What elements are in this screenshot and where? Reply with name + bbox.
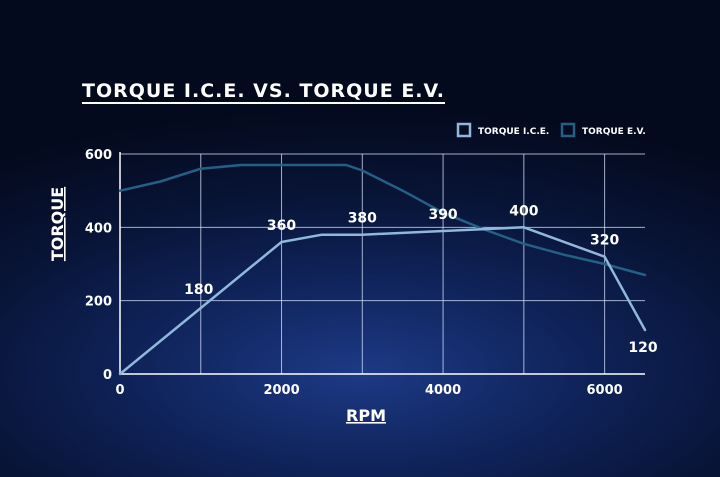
series-lines <box>118 163 647 376</box>
data-label: 390 <box>428 207 457 223</box>
legend-label-ice: TORQUE I.C.E. <box>478 127 549 137</box>
data-label: 120 <box>628 340 657 356</box>
data-label: 360 <box>267 218 296 234</box>
x-tick-label: 6000 <box>587 383 623 398</box>
series-line-ice <box>118 226 647 376</box>
x-tick-label: 2000 <box>263 383 299 398</box>
legend-swatch-ice <box>456 122 472 138</box>
y-tick-label: 0 <box>103 368 112 383</box>
x-axis-label: RPM <box>346 406 386 425</box>
legend-swatch-ev <box>560 122 576 138</box>
y-tick-label: 600 <box>85 148 112 163</box>
legend: TORQUE I.C.E. TORQUE E.V. <box>456 122 646 138</box>
data-label: 380 <box>348 211 377 227</box>
data-label: 180 <box>184 282 213 298</box>
data-label: 320 <box>590 233 619 249</box>
axes <box>119 152 645 375</box>
y-tick-label: 200 <box>85 295 112 310</box>
legend-label-ev: TORQUE E.V. <box>582 127 646 137</box>
x-tick-label: 4000 <box>425 383 461 398</box>
data-label: 400 <box>509 203 538 219</box>
y-axis-label: TORQUE <box>48 187 67 261</box>
grid-lines <box>120 153 645 374</box>
series-line-ev <box>118 163 647 277</box>
chart-title: TORQUE I.C.E. VS. TORQUE E.V. <box>82 80 445 102</box>
y-tick-label: 400 <box>85 221 112 236</box>
x-tick-label: 0 <box>115 383 124 398</box>
data-labels: 180 360 380 390 400 320 120 <box>184 203 658 356</box>
